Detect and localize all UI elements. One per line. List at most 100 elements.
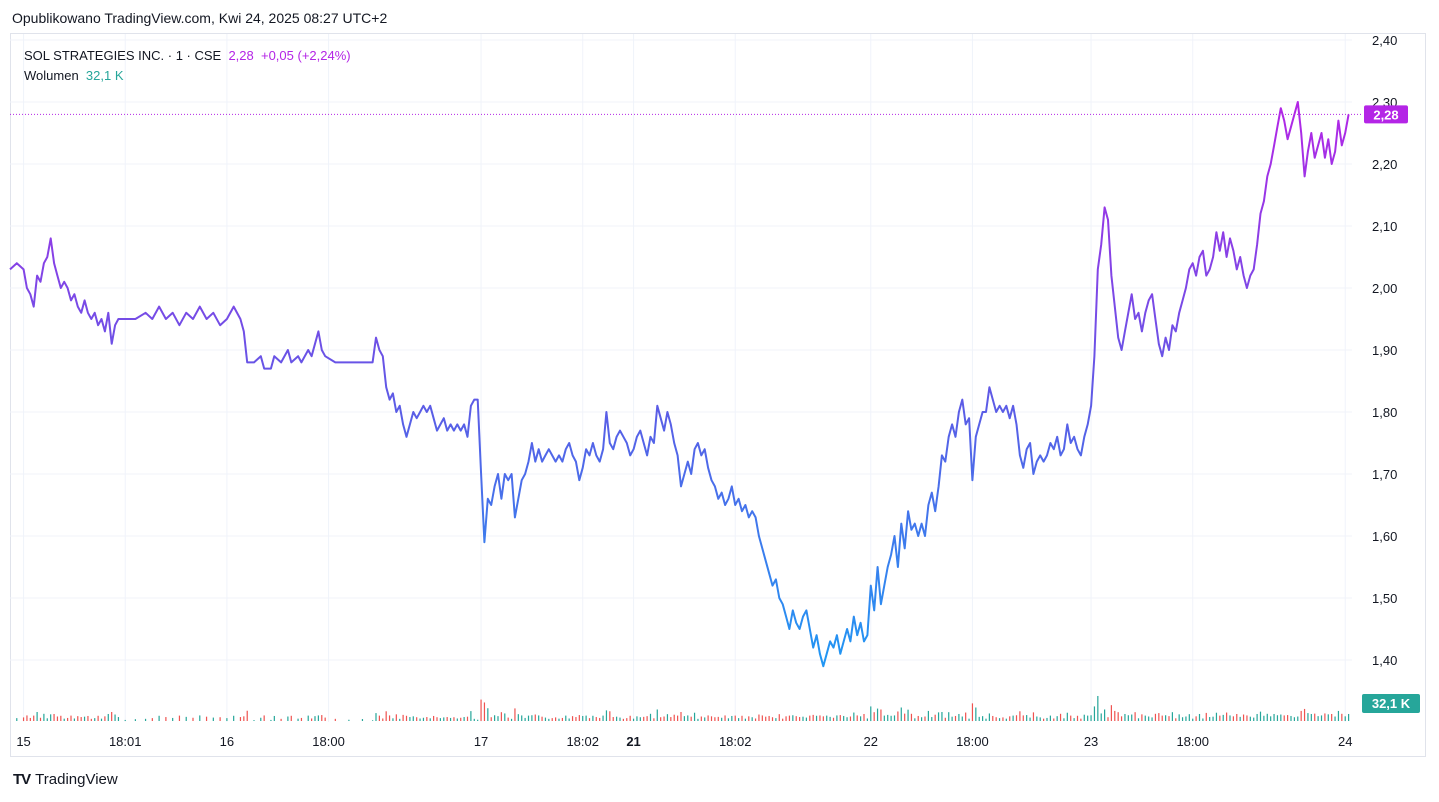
- volume-bar: [405, 715, 408, 721]
- volume-bar: [504, 713, 506, 721]
- volume-bar: [758, 714, 760, 721]
- y-tick-label: 2,10: [1372, 219, 1397, 234]
- y-tick-label: 2,20: [1372, 157, 1397, 172]
- volume-bar: [673, 714, 675, 721]
- volume-bar: [361, 719, 364, 721]
- volume-bar: [307, 715, 309, 721]
- volume-bar: [1002, 717, 1004, 721]
- volume-bar: [687, 715, 689, 721]
- volume-bar: [643, 716, 645, 721]
- volume-bar: [534, 714, 536, 721]
- volume-bar: [690, 716, 692, 721]
- y-tick-label: 1,60: [1372, 529, 1397, 544]
- volume-bar: [60, 715, 62, 721]
- volume-bar: [1097, 695, 1099, 721]
- volume-bar: [927, 710, 929, 721]
- volume-bar: [799, 717, 801, 721]
- volume-bar: [1212, 716, 1214, 721]
- x-tick-label: 17: [474, 734, 488, 749]
- volume-bar: [134, 719, 136, 721]
- volume-bar: [880, 709, 882, 721]
- tradingview-brand[interactable]: TV TradingView: [13, 771, 118, 788]
- volume-bar: [1114, 710, 1116, 721]
- y-tick-label: 1,50: [1372, 591, 1397, 606]
- volume-bar: [704, 717, 706, 721]
- volume-bar: [1259, 711, 1262, 721]
- volume-bar: [239, 717, 242, 721]
- volume-bar: [680, 712, 682, 721]
- volume-bar: [1134, 712, 1136, 721]
- volume-bar: [809, 715, 811, 721]
- chart-frame[interactable]: [10, 33, 1426, 757]
- volume-bar: [1012, 715, 1014, 721]
- volume-bar: [1283, 715, 1285, 721]
- volume-bar: [744, 718, 746, 721]
- volume-bar: [948, 712, 950, 721]
- volume-bar: [860, 716, 862, 721]
- volume-bar: [1100, 713, 1102, 721]
- volume-bar: [602, 715, 604, 721]
- volume-bar: [890, 715, 892, 721]
- volume-bar: [1161, 715, 1163, 721]
- volume-bar: [111, 712, 113, 721]
- volume-bar: [16, 718, 18, 721]
- volume-bar: [907, 709, 909, 721]
- volume-bar: [1056, 716, 1058, 721]
- volume-bar: [1032, 712, 1035, 721]
- legend-volume-label[interactable]: Wolumen: [24, 68, 79, 83]
- volume-bar: [541, 716, 543, 721]
- volume-bar: [114, 714, 116, 721]
- volume-bar: [263, 715, 265, 721]
- volume-bar: [1232, 716, 1234, 721]
- volume-bar: [910, 713, 913, 721]
- volume-bar: [1273, 713, 1275, 721]
- x-tick-label: 18:00: [1176, 734, 1209, 749]
- volume-bar: [1195, 716, 1197, 721]
- volume-bar: [883, 715, 885, 721]
- volume-bar: [1039, 717, 1041, 721]
- volume-bar: [951, 716, 953, 721]
- volume-bar: [1229, 715, 1231, 721]
- volume-bar: [324, 717, 326, 721]
- volume-bar: [788, 715, 791, 721]
- x-tick-label: 18:02: [719, 734, 752, 749]
- volume-bar: [738, 718, 740, 721]
- volume-bar: [1015, 715, 1018, 721]
- volume-bar: [754, 718, 757, 721]
- y-axis: 2,402,302,202,102,001,901,801,701,601,50…: [1372, 33, 1397, 668]
- volume-bar: [1236, 713, 1238, 721]
- volume-bar: [1266, 713, 1268, 721]
- volume-bar: [558, 718, 560, 721]
- volume-bar: [714, 717, 716, 721]
- volume-bar: [1331, 713, 1333, 721]
- volume-bar: [165, 717, 167, 721]
- volume-bar: [94, 718, 96, 721]
- volume-bar: [1019, 711, 1021, 721]
- volume-bar: [765, 716, 767, 721]
- volume-bar: [751, 717, 753, 721]
- volume-bar: [707, 715, 709, 721]
- volume-bar: [172, 717, 174, 721]
- volume-bar: [741, 715, 743, 721]
- volume-bar: [1141, 714, 1143, 721]
- volume-bar: [548, 718, 550, 721]
- volume-bar: [1320, 715, 1323, 721]
- volume-bar: [219, 717, 221, 721]
- volume-bar: [388, 715, 391, 721]
- volume-bar: [622, 718, 624, 721]
- volume-bar: [280, 718, 282, 721]
- volume-bar: [124, 719, 126, 721]
- volume-bar: [56, 716, 59, 721]
- volume-bar: [670, 717, 672, 721]
- volume-bar: [90, 718, 92, 721]
- volume-bar: [392, 718, 394, 721]
- volume-bar: [321, 715, 323, 721]
- volume-bar: [653, 718, 655, 721]
- volume-bar: [314, 716, 316, 721]
- volume-bar: [480, 699, 482, 721]
- volume-bar: [1310, 713, 1312, 721]
- volume-bar: [50, 714, 52, 721]
- legend-symbol[interactable]: SOL STRATEGIES INC. · 1 · CSE: [24, 48, 222, 63]
- volume-bar: [832, 717, 835, 721]
